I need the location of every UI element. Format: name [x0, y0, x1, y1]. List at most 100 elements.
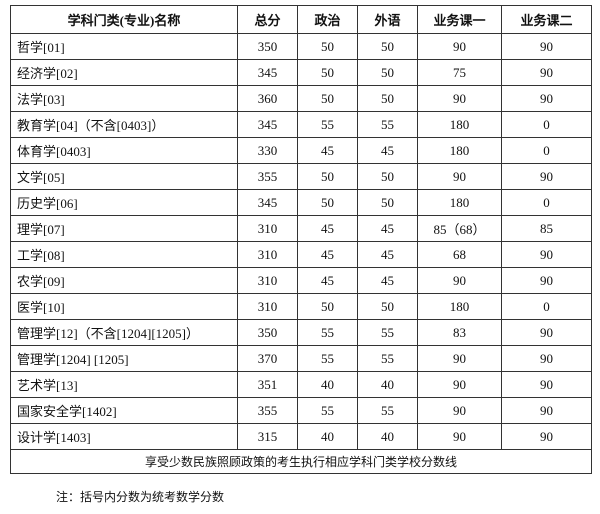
score-cell: 45 — [357, 215, 418, 242]
score-cell: 85（68） — [417, 215, 502, 242]
table-row: 文学[05] 355 50 50 90 90 — [10, 163, 592, 190]
subject-cell: 管理学[12]（不含[1204][1205]） — [10, 319, 238, 346]
table-row: 农学[09] 310 45 45 90 90 — [10, 267, 592, 294]
subject-cell: 文学[05] — [10, 163, 238, 190]
score-cell: 75 — [417, 59, 502, 86]
score-cell: 310 — [237, 215, 298, 242]
table-row: 设计学[1403] 315 40 40 90 90 — [10, 423, 592, 450]
score-cell: 90 — [501, 267, 592, 294]
score-cell: 90 — [417, 85, 502, 112]
subject-cell: 体育学[0403] — [10, 137, 238, 164]
score-cell: 330 — [237, 137, 298, 164]
score-cell: 68 — [417, 241, 502, 268]
score-cell: 345 — [237, 189, 298, 216]
score-cell: 50 — [357, 189, 418, 216]
subject-cell: 历史学[06] — [10, 189, 238, 216]
footer-row: 享受少数民族照顾政策的考生执行相应学科门类学校分数线 — [10, 449, 592, 474]
score-cell: 180 — [417, 189, 502, 216]
footer-cell: 享受少数民族照顾政策的考生执行相应学科门类学校分数线 — [10, 449, 592, 474]
score-cell: 90 — [417, 397, 502, 424]
score-cell: 45 — [357, 241, 418, 268]
score-cell: 50 — [357, 85, 418, 112]
score-cell: 90 — [417, 163, 502, 190]
score-cell: 360 — [237, 85, 298, 112]
score-cell: 310 — [237, 293, 298, 320]
score-cell: 55 — [357, 345, 418, 372]
score-cell: 350 — [237, 33, 298, 60]
subject-cell: 设计学[1403] — [10, 423, 238, 450]
score-cell: 345 — [237, 59, 298, 86]
score-cell: 90 — [501, 371, 592, 398]
score-cell: 355 — [237, 397, 298, 424]
score-cell: 180 — [417, 293, 502, 320]
score-cell: 55 — [357, 397, 418, 424]
table-row: 法学[03] 360 50 50 90 90 — [10, 85, 592, 112]
score-cell: 40 — [357, 423, 418, 450]
subject-cell: 医学[10] — [10, 293, 238, 320]
score-cell: 55 — [297, 111, 358, 138]
score-cell: 50 — [297, 189, 358, 216]
score-cell: 90 — [501, 345, 592, 372]
score-cell: 90 — [501, 241, 592, 268]
score-cell: 180 — [417, 137, 502, 164]
header-cell: 外语 — [357, 5, 418, 34]
table-row: 历史学[06] 345 50 50 180 0 — [10, 189, 592, 216]
score-cell: 90 — [501, 59, 592, 86]
score-cell: 90 — [501, 397, 592, 424]
score-cell: 351 — [237, 371, 298, 398]
score-cell: 55 — [297, 319, 358, 346]
subject-cell: 国家安全学[1402] — [10, 397, 238, 424]
score-cell: 45 — [357, 267, 418, 294]
header-cell: 总分 — [237, 5, 298, 34]
score-cell: 0 — [501, 111, 592, 138]
score-cell: 55 — [357, 319, 418, 346]
header-cell: 业务课一 — [417, 5, 502, 34]
score-cell: 345 — [237, 111, 298, 138]
score-cell: 50 — [357, 59, 418, 86]
table-row: 哲学[01] 350 50 50 90 90 — [10, 33, 592, 60]
score-cell: 90 — [417, 267, 502, 294]
score-cell: 55 — [297, 397, 358, 424]
score-cell: 0 — [501, 137, 592, 164]
score-cell: 45 — [297, 215, 358, 242]
score-cell: 55 — [357, 111, 418, 138]
header-cell: 政治 — [297, 5, 358, 34]
score-cell: 90 — [501, 319, 592, 346]
table-row: 艺术学[13] 351 40 40 90 90 — [10, 371, 592, 398]
score-cell: 45 — [297, 241, 358, 268]
subject-cell: 艺术学[13] — [10, 371, 238, 398]
score-cell: 83 — [417, 319, 502, 346]
score-cell: 50 — [297, 163, 358, 190]
header-cell: 业务课二 — [501, 5, 592, 34]
table-row: 教育学[04]（不含[0403]） 345 55 55 180 0 — [10, 111, 592, 138]
score-cell: 350 — [237, 319, 298, 346]
subject-cell: 经济学[02] — [10, 59, 238, 86]
score-cell: 355 — [237, 163, 298, 190]
subject-cell: 哲学[01] — [10, 33, 238, 60]
score-cell: 55 — [297, 345, 358, 372]
score-cell: 45 — [297, 267, 358, 294]
table-row: 医学[10] 310 50 50 180 0 — [10, 293, 592, 320]
score-cell: 50 — [297, 293, 358, 320]
score-cell: 50 — [297, 59, 358, 86]
score-cell: 370 — [237, 345, 298, 372]
subject-cell: 工学[08] — [10, 241, 238, 268]
subject-cell: 农学[09] — [10, 267, 238, 294]
header-row: 学科门类(专业)名称 总分 政治 外语 业务课一 业务课二 — [10, 5, 592, 34]
score-cell: 310 — [237, 241, 298, 268]
score-cell: 180 — [417, 111, 502, 138]
subject-cell: 教育学[04]（不含[0403]） — [10, 111, 238, 138]
table-row: 经济学[02] 345 50 50 75 90 — [10, 59, 592, 86]
score-cell: 90 — [501, 85, 592, 112]
score-cell: 50 — [357, 33, 418, 60]
score-table: 学科门类(专业)名称 总分 政治 外语 业务课一 业务课二 哲学[01] 350 50 50 90… — [10, 5, 592, 474]
subject-cell: 理学[07] — [10, 215, 238, 242]
score-cell: 50 — [357, 293, 418, 320]
table-row: 体育学[0403] 330 45 45 180 0 — [10, 137, 592, 164]
score-cell: 50 — [357, 163, 418, 190]
score-cell: 90 — [501, 163, 592, 190]
score-cell: 50 — [297, 33, 358, 60]
score-cell: 40 — [357, 371, 418, 398]
subject-cell: 管理学[1204] [1205] — [10, 345, 238, 372]
